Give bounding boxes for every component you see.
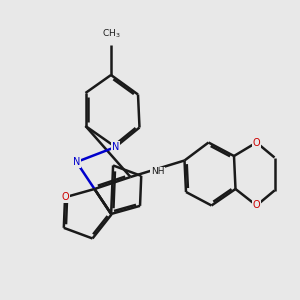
Text: N: N xyxy=(112,142,119,152)
Text: O: O xyxy=(253,200,260,211)
Text: N: N xyxy=(73,157,80,167)
Text: NH: NH xyxy=(151,167,164,176)
Text: O: O xyxy=(61,192,69,202)
Text: CH$_3$: CH$_3$ xyxy=(102,28,120,40)
Text: O: O xyxy=(253,137,260,148)
